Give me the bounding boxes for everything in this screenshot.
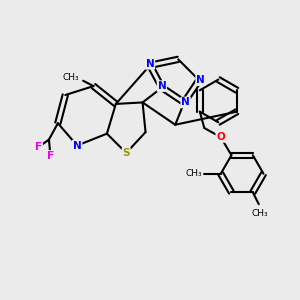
Text: S: S (122, 148, 130, 158)
Text: N: N (158, 81, 166, 91)
Text: CH₃: CH₃ (185, 169, 202, 178)
Text: O: O (216, 132, 225, 142)
Text: CH₃: CH₃ (252, 209, 268, 218)
Text: N: N (196, 75, 205, 85)
Text: CH₃: CH₃ (62, 73, 79, 82)
Text: F: F (35, 142, 42, 152)
Text: N: N (181, 98, 190, 107)
Text: N: N (146, 59, 154, 69)
Text: F: F (47, 151, 54, 161)
Text: N: N (73, 140, 82, 151)
